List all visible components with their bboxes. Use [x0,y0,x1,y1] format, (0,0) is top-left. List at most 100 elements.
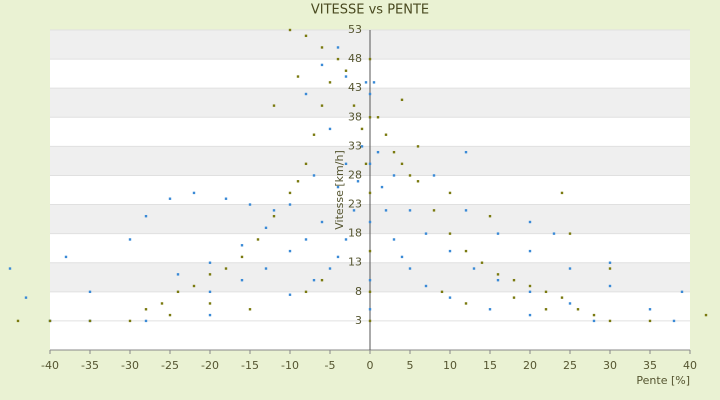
point [320,278,324,282]
x-tick-label: 30 [603,359,617,372]
point [364,162,368,166]
x-tick-label: 25 [563,359,577,372]
point [288,28,292,32]
point [368,57,372,61]
point [392,174,396,177]
point [240,278,244,282]
point [488,214,492,218]
point [400,98,404,102]
point [64,255,68,259]
point [368,278,372,282]
point [368,249,372,253]
point [392,150,396,154]
point [360,145,364,148]
point [408,174,412,177]
point [352,209,356,212]
point [256,238,260,241]
point [372,81,376,84]
point [320,104,324,107]
point [488,308,492,311]
point [672,319,676,323]
point [264,226,268,230]
point [464,249,468,253]
point [472,267,476,270]
point [392,238,396,241]
point [312,133,316,136]
point [88,319,92,323]
point [208,261,212,264]
point [416,180,420,183]
point [480,261,484,264]
point [304,34,308,38]
point [528,290,532,294]
x-tick-label: 40 [683,359,697,372]
point [448,191,452,195]
y-tick-label: 53 [348,23,362,36]
point [364,81,368,84]
point [376,116,380,119]
point [400,255,404,259]
point [560,296,564,299]
point [240,255,244,259]
point [128,238,132,241]
point [344,238,348,241]
point [144,319,148,323]
point [312,174,316,177]
point [464,150,468,154]
y-tick-label: 18 [348,227,362,240]
point [248,308,252,311]
point [528,249,532,253]
point [440,290,444,294]
point [272,104,276,107]
point [368,220,372,224]
point [496,273,500,276]
point [448,249,452,253]
point [288,293,292,296]
x-tick-label: -40 [41,359,59,372]
point [320,63,324,67]
point [704,313,708,317]
point [408,267,412,270]
point [312,278,316,282]
point [608,267,612,270]
point [176,273,180,276]
point [544,308,548,311]
point [512,278,516,282]
point [208,273,212,276]
point [192,284,196,288]
x-tick-label: -10 [281,359,299,372]
x-tick-label: 10 [443,359,457,372]
point [408,209,412,212]
point [648,308,652,311]
point [264,267,268,270]
point [360,127,364,131]
point [368,162,372,166]
point [380,185,384,189]
point [192,191,196,195]
point [552,232,556,235]
point [344,75,348,78]
y-tick-label: 23 [348,198,362,211]
point [344,69,348,72]
point [464,302,468,305]
point [288,249,292,253]
point [16,319,20,323]
point [512,296,516,299]
x-axis-title: Pente [%] [636,374,690,387]
point [224,197,228,200]
point [528,284,532,288]
point [576,308,580,311]
point [248,203,252,206]
point [24,296,28,299]
chart-title: VITESSE vs PENTE [311,3,429,18]
point [320,220,324,224]
point [288,203,292,206]
y-tick-label: 28 [348,168,362,181]
point [384,133,388,136]
point [356,180,360,183]
x-tick-label: 35 [643,359,657,372]
point [160,302,164,305]
point [336,57,340,61]
point [304,162,308,166]
